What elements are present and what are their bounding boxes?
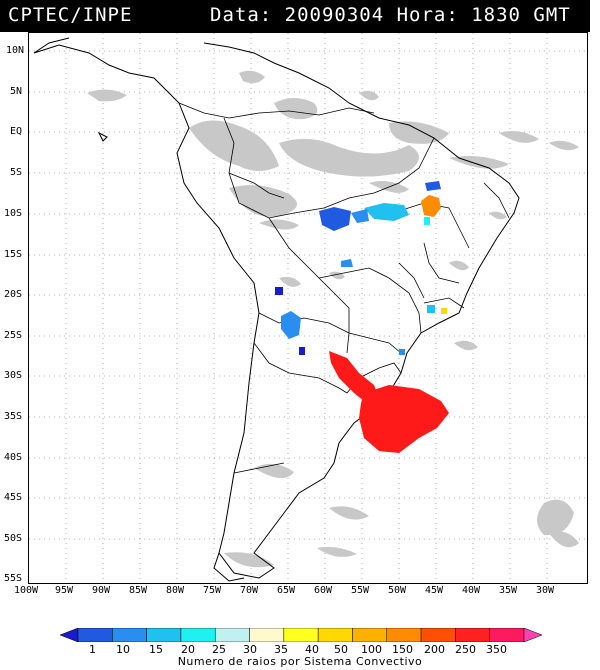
colorbar-segment [386, 628, 422, 642]
colorbar-segment [214, 628, 250, 642]
colorbar-segment [112, 628, 147, 642]
cs-red-band [329, 351, 379, 405]
lon-label-85w: 85W [129, 585, 148, 596]
lon-label-40w: 40W [462, 585, 481, 596]
colorbar-tick-100: 100 [361, 643, 382, 656]
colorbar-tick-35: 35 [274, 643, 288, 656]
cs-red-large [359, 385, 449, 453]
colorbar-segment [455, 628, 490, 642]
map-svg [29, 33, 587, 583]
colorbar-segment [352, 628, 388, 642]
lat-label-30s: 30S [4, 370, 23, 381]
colorbar-tick-250: 250 [455, 643, 476, 656]
cs-yellow-small [441, 308, 447, 314]
colorbar-segment [420, 628, 456, 642]
cs-dark-blue-c [425, 181, 441, 191]
lat-label-55s: 55S [4, 573, 23, 584]
cs-blue-small [399, 349, 405, 355]
lat-label-40s: 40S [4, 452, 23, 463]
convective-systems [275, 181, 449, 453]
lat-label-15s: 15S [4, 249, 23, 260]
colorbar-tick-20: 20 [181, 643, 195, 656]
cs-cyan-band [364, 203, 409, 221]
lon-label-65w: 65W [277, 585, 296, 596]
cs-light-blue-a [341, 259, 353, 267]
colorbar-segment [249, 628, 285, 642]
colorbar-tick-15: 15 [149, 643, 163, 656]
country-borders [178, 102, 510, 474]
lat-label-25s: 25S [4, 330, 23, 341]
colorbar [60, 628, 542, 642]
colorbar-tick-10: 10 [116, 643, 130, 656]
lat-label-50s: 50S [4, 533, 23, 544]
colorbar-segment [77, 628, 113, 642]
lat-label-10n: 10N [6, 45, 25, 56]
title-bar: CPTEC/INPE Data: 20090304 Hora: 1830 GMT [0, 0, 590, 32]
lat-label-10s: 10S [4, 208, 23, 219]
lon-label-35w: 35W [499, 585, 518, 596]
lat-label-5s: 5S [10, 167, 23, 178]
colorbar-tick-1: 1 [89, 643, 96, 656]
lon-label-45w: 45W [425, 585, 444, 596]
lon-label-90w: 90W [92, 585, 111, 596]
colorbar-segment [317, 628, 353, 642]
cs-blue-b [281, 311, 301, 339]
lon-label-70w: 70W [240, 585, 259, 596]
source-title: CPTEC/INPE [8, 4, 133, 26]
lat-label-20s: 20S [4, 289, 23, 300]
map-frame [28, 32, 588, 584]
lat-label-45s: 45S [4, 492, 23, 503]
lon-label-95w: 95W [55, 585, 74, 596]
colorbar-segment [146, 628, 182, 642]
lon-label-50w: 50W [388, 585, 407, 596]
graticule [29, 33, 587, 583]
lat-label-5n: 5N [10, 86, 23, 97]
lon-label-80w: 80W [166, 585, 185, 596]
lon-label-60w: 60W [314, 585, 333, 596]
lat-label-eq: EQ [10, 126, 23, 137]
colorbar-tick-25: 25 [212, 643, 226, 656]
cloud-patches [87, 70, 579, 568]
colorbar-tick-150: 150 [392, 643, 413, 656]
cs-dark-blue-b [299, 347, 305, 355]
colorbar-arrow-right [523, 628, 542, 642]
colorbar-segment [180, 628, 216, 642]
cs-cyan-small-a [427, 305, 435, 313]
colorbar-tick-350: 350 [486, 643, 507, 656]
cs-dark-blue-a [275, 287, 283, 295]
colorbar-tick-50: 50 [334, 643, 348, 656]
colorbar-tick-200: 200 [424, 643, 445, 656]
coastline [33, 37, 520, 582]
cs-orange [421, 195, 441, 217]
datetime-title: Data: 20090304 Hora: 1830 GMT [210, 4, 571, 26]
lon-label-30w: 30W [536, 585, 555, 596]
colorbar-segment [489, 628, 525, 642]
colorbar-segment [283, 628, 319, 642]
cs-cyan-small-b [424, 217, 430, 225]
colorbar-tick-40: 40 [305, 643, 319, 656]
lat-label-35s: 35S [4, 411, 23, 422]
lon-label-55w: 55W [351, 585, 370, 596]
lon-label-75w: 75W [203, 585, 222, 596]
colorbar-caption: Numero de raios por Sistema Convectivo [177, 655, 423, 668]
colorbar-segments [77, 628, 525, 642]
colorbar-arrow-left [60, 628, 79, 642]
lon-label-100w: 100W [14, 585, 39, 596]
cs-blue-band [319, 207, 351, 231]
colorbar-tick-30: 30 [243, 643, 257, 656]
cs-mid-blue [351, 209, 369, 223]
